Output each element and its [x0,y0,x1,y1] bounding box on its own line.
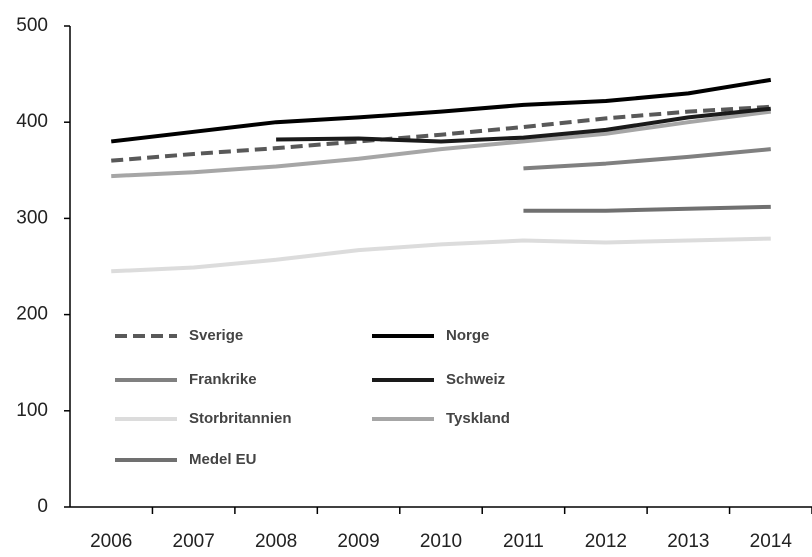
legend-label: Medel EU [189,451,257,468]
series-line [523,147,771,171]
legend-label: Tyskland [446,410,510,427]
series-line [111,236,771,274]
y-tick-label: 100 [16,400,48,421]
series-line [111,109,772,179]
x-tick-label: 2007 [173,531,215,552]
y-tick-label: 500 [16,15,48,36]
y-tick-label: 200 [16,304,48,325]
series-line [111,104,771,163]
x-tick-label: 2006 [90,531,132,552]
x-tick-label: 2009 [337,531,379,552]
legend-label: Storbritannien [189,410,292,427]
x-tick-label: 2014 [750,531,793,552]
series-line [110,77,772,144]
legend-label: Norge [446,327,489,344]
legend-label: Frankrike [189,371,257,388]
x-tick-label: 2011 [503,531,544,552]
x-tick-label: 2012 [585,531,627,552]
series-line [523,204,771,213]
legend-label: Schweiz [446,371,505,388]
legend-label: Sverige [189,327,243,344]
y-tick-label: 400 [16,111,48,132]
y-tick-label: 0 [37,496,48,517]
y-tick-label: 300 [16,207,48,228]
x-tick-label: 2010 [420,531,462,552]
series-line [276,106,771,144]
x-tick-label: 2013 [667,531,709,552]
x-tick-label: 2008 [255,531,297,552]
